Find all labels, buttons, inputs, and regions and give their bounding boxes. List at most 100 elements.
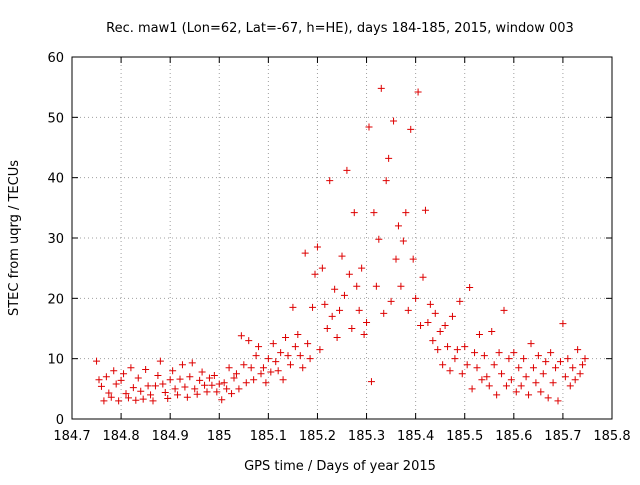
data-point-marker [448,312,456,320]
data-point-marker [502,382,510,390]
data-point-marker [375,235,383,243]
data-point-marker [431,309,439,317]
data-point-marker [581,355,589,363]
data-point-marker [579,361,587,369]
data-point-marker [156,357,164,365]
data-point-marker [559,320,567,328]
data-point-marker [367,378,375,386]
data-point-marker [311,270,319,278]
data-point-marker [269,340,277,348]
data-point-marker [97,382,105,390]
data-point-marker [188,359,196,367]
data-point-marker [475,331,483,339]
data-point-marker [203,388,211,396]
data-point-marker [564,355,572,363]
data-point-marker [105,389,113,397]
data-point-marker [257,370,265,378]
data-point-marker [542,358,550,366]
data-point-marker [461,343,469,351]
data-point-marker [547,349,555,357]
x-tick-label: 185 [207,429,232,444]
chart-title: Rec. maw1 (Lon=62, Lat=-67, h=HE), days … [106,21,574,36]
data-point-marker [360,331,368,339]
data-point-marker [441,321,449,329]
data-point-marker [385,154,393,162]
data-point-marker [186,373,194,381]
y-tick-label: 20 [47,292,64,307]
data-point-marker [407,125,415,133]
data-point-marker [576,370,584,378]
grid-lines [72,57,612,419]
data-point-marker [505,355,513,363]
data-point-marker [522,373,530,381]
data-point-marker [149,397,157,405]
data-point-marker [154,372,162,380]
data-point-marker [419,273,427,281]
data-point-marker [404,306,412,314]
data-point-marker [196,376,204,384]
data-point-marker [213,388,221,396]
data-point-marker [478,376,486,384]
data-point-marker [412,294,420,302]
data-point-marker [169,367,177,375]
data-point-marker [439,361,447,369]
data-point-marker [237,332,245,340]
data-point-marker [93,357,101,365]
data-point-marker [429,337,437,345]
data-point-marker [394,222,402,230]
data-point-marker [532,379,540,387]
data-point-marker [471,349,479,357]
data-point-marker [100,397,108,405]
data-point-marker [181,383,189,391]
data-point-marker [208,381,216,389]
x-tick-label: 185.7 [544,429,581,444]
data-point-marker [115,397,123,405]
data-point-marker [151,382,159,390]
data-point-marker [215,380,223,388]
data-point-marker [493,391,501,399]
x-tick-label: 185.5 [446,429,483,444]
data-point-marker [340,291,348,299]
y-tick-label: 60 [47,51,64,66]
x-tick-label: 184.8 [102,429,139,444]
data-point-marker [498,370,506,378]
data-point-marker [326,177,334,185]
data-point-marker [225,364,233,372]
data-point-marker [176,375,184,383]
data-point-marker [525,391,533,399]
data-point-marker [574,346,582,354]
data-point-marker [289,303,297,311]
data-point-marker [198,368,206,376]
data-point-marker [399,237,407,245]
data-point-marker [561,373,569,381]
data-point-marker [137,387,145,395]
data-point-marker [159,380,167,388]
data-point-marker [191,385,199,393]
data-point-marker [279,376,287,384]
data-point-marker [267,368,275,376]
data-point-marker [228,390,236,398]
data-point-marker [127,364,135,372]
data-point-marker [95,376,103,384]
data-point-marker [358,264,366,272]
data-point-marker [235,385,243,393]
data-point-marker [291,343,299,351]
x-axis-label: GPS time / Days of year 2015 [244,459,436,474]
data-point-marker [507,376,515,384]
data-point-marker [306,355,314,363]
data-point-marker [488,328,496,336]
data-point-marker [164,394,172,402]
data-point-marker [451,355,459,363]
data-point-marker [242,379,250,387]
data-point-marker [350,209,358,217]
data-point-marker [453,346,461,354]
data-point-marker [166,376,174,384]
data-point-marker [286,361,294,369]
plot-frame [71,56,613,420]
data-point-marker [313,243,321,251]
data-point-marker [355,306,363,314]
data-point-marker [299,364,307,372]
data-point-marker [274,367,282,375]
data-point-marker [129,384,137,392]
